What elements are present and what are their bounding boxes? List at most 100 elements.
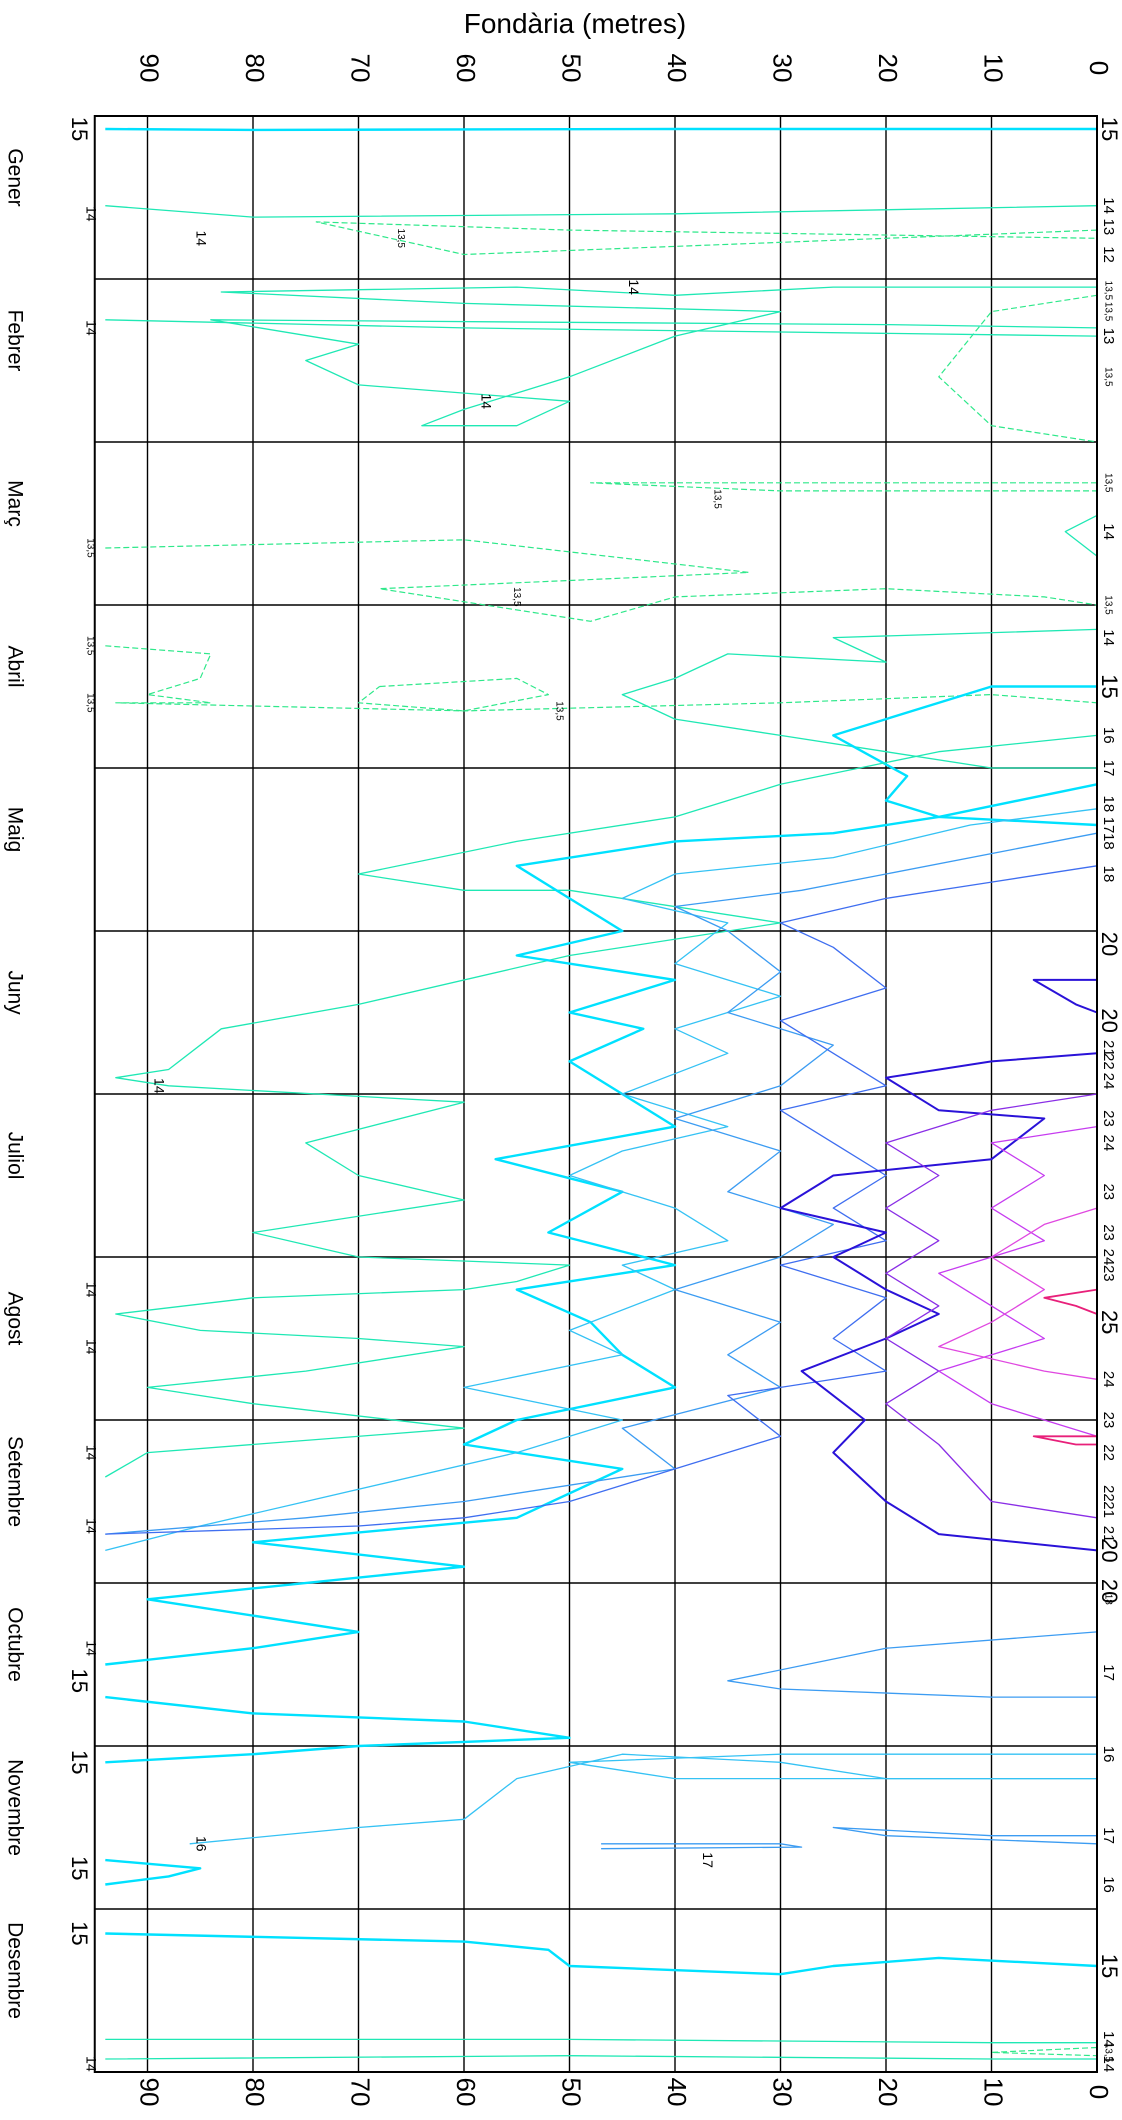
contour-label-surface: 24 bbox=[1100, 1249, 1117, 1266]
depth-tick-label-bottom: 90 bbox=[135, 2078, 165, 2107]
depth-tick-label-top: 0 bbox=[1084, 61, 1114, 75]
depth-tick-label-bottom: 60 bbox=[451, 2078, 481, 2107]
isotherm-13_5 bbox=[357, 677, 549, 712]
isotherm-14 bbox=[621, 628, 1098, 769]
contour-label-surface: 13 bbox=[1100, 218, 1117, 235]
isotherm-14 bbox=[105, 2038, 1097, 2044]
y-axis-title: Fondària (metres) bbox=[464, 8, 687, 39]
contour-label-surface: 17 bbox=[1100, 760, 1117, 777]
axes-group: 0 0 10 10 20 20 30 30 40 40 50 50 60 60 70 70 80 80 90 90 Ge… bbox=[3, 54, 1114, 2107]
depth-tick-label-bottom: 50 bbox=[557, 2078, 587, 2107]
isotherm-13_5 bbox=[990, 2046, 1098, 2057]
contour-label-surface: 14 bbox=[1100, 629, 1117, 646]
isotherm-15 bbox=[832, 685, 1098, 827]
contour-label-surface: 13,5 bbox=[1102, 595, 1113, 615]
contour-label-inner: 13,5 bbox=[553, 701, 564, 721]
isotherm-17 bbox=[727, 1631, 1098, 1698]
contour-label-surface: 23 bbox=[1100, 1183, 1117, 1200]
depth-tick-label-bottom: 80 bbox=[240, 2078, 270, 2107]
contour-label-surface: 14 bbox=[1100, 2056, 1117, 2073]
isotherm-20 bbox=[779, 1052, 1098, 1552]
isotherm-14 bbox=[1064, 514, 1098, 557]
contour-label-deep: 14 bbox=[83, 320, 99, 336]
contour-label-deep: 14 bbox=[83, 1518, 99, 1534]
month-label: Maig bbox=[3, 807, 26, 853]
isotherm-15 bbox=[105, 783, 1098, 1666]
depth-tick-label-bottom: 40 bbox=[662, 2078, 692, 2107]
contour-label-surface: 24 bbox=[1100, 1073, 1117, 1090]
contour-label-deep: 13,5 bbox=[84, 693, 95, 713]
contour-label-surface: 23 bbox=[1100, 1265, 1117, 1282]
month-label: Octubre bbox=[3, 1607, 26, 1682]
depth-tick-label-bottom: 20 bbox=[873, 2078, 903, 2107]
isotherm-20 bbox=[1032, 978, 1098, 1014]
contour-label-surface: 21 bbox=[1100, 1526, 1117, 1543]
isotherm-23 bbox=[938, 1125, 1098, 1437]
isotherm-15 bbox=[105, 1858, 202, 1886]
isotherm-13_5 bbox=[590, 482, 1097, 492]
month-label: Novembre bbox=[3, 1759, 26, 1856]
contour-label-surface: 23 bbox=[1100, 1412, 1117, 1429]
contour-label-deep: 14 bbox=[83, 1445, 99, 1461]
contour-label-deep: 13,5 bbox=[84, 636, 95, 656]
contour-label-surface: 12 bbox=[1100, 246, 1117, 263]
contour-label-deep: 15 bbox=[67, 117, 92, 141]
contour-label-inner: 13,5 bbox=[511, 587, 522, 607]
isotherm-15 bbox=[105, 1695, 571, 1764]
depth-tick-label-bottom: 30 bbox=[768, 2078, 798, 2107]
contour-label-surface: 17 bbox=[1100, 1827, 1117, 1844]
isotherm-17 bbox=[105, 832, 1098, 1535]
contour-label-deep: 14 bbox=[83, 206, 99, 222]
depth-tick-label-top: 10 bbox=[979, 54, 1009, 83]
contour-label-deep: 14 bbox=[83, 1282, 99, 1298]
contour-label-inner: 14 bbox=[151, 1078, 167, 1094]
contour-label-inner: 13,5 bbox=[712, 489, 723, 509]
contour-label-inner: 14 bbox=[194, 230, 210, 246]
contour-label-surface: 18 bbox=[1100, 866, 1117, 883]
month-label: Abril bbox=[3, 645, 26, 687]
contour-label-inner: 14 bbox=[478, 393, 494, 409]
depth-tick-label-top: 60 bbox=[451, 54, 481, 83]
isotherm-15 bbox=[105, 1932, 1098, 1976]
isotherm-25 bbox=[1043, 1288, 1098, 1315]
month-label: Desembre bbox=[3, 1922, 26, 2019]
isotherm-22 bbox=[885, 1093, 1098, 1519]
depth-tick-label-top: 80 bbox=[240, 54, 270, 83]
contour-label-surface: 18 bbox=[1100, 833, 1117, 850]
depth-tick-label-bottom: 70 bbox=[346, 2078, 376, 2107]
contour-label-deep: 15 bbox=[67, 1750, 92, 1774]
contour-label-surface: 14 bbox=[1100, 197, 1117, 214]
isotherm-16 bbox=[105, 808, 1098, 1552]
depth-tick-label-top: 50 bbox=[557, 54, 587, 83]
contour-label-surface: 20 bbox=[1097, 1008, 1122, 1032]
contour-label-deep: 14 bbox=[83, 2056, 99, 2072]
isotherm-16 bbox=[189, 1753, 1097, 1845]
month-label: Agost bbox=[3, 1292, 26, 1346]
contour-label-surface: 20 bbox=[1097, 1579, 1122, 1603]
isotherm-14 bbox=[105, 205, 1098, 218]
isotherm-16 bbox=[568, 1753, 1097, 1780]
contour-label-deep: 15 bbox=[67, 1856, 92, 1880]
contour-label-surface: 17 bbox=[1100, 817, 1117, 834]
month-label: Febrer bbox=[3, 310, 26, 372]
contour-label-deep: 13,5 bbox=[84, 538, 95, 558]
depth-tick-label-bottom: 0 bbox=[1084, 2085, 1114, 2099]
contour-label-surface: 13,5 bbox=[1102, 367, 1113, 387]
depth-tick-label-top: 20 bbox=[873, 54, 903, 83]
contour-label-deep: 14 bbox=[83, 1640, 99, 1656]
isotherm-15 bbox=[105, 127, 1097, 132]
contour-label-surface: 16 bbox=[1100, 1746, 1117, 1763]
contour-label-surface: 16 bbox=[1100, 727, 1117, 744]
contour-label-surface: 15 bbox=[1097, 117, 1122, 141]
contour-label-surface: 24 bbox=[1100, 1135, 1117, 1152]
label-group: 1514131213,513,51313,513,51413,514151617… bbox=[67, 117, 1122, 2072]
isotherm-13_5 bbox=[105, 645, 1098, 712]
contour-label-surface: 22 bbox=[1100, 1485, 1117, 1502]
contour-label-surface: 22 bbox=[1100, 1053, 1117, 1070]
contour-label-surface: 16 bbox=[1100, 1876, 1117, 1893]
isotherm-14 bbox=[104, 734, 1098, 1478]
isotherm-13_5 bbox=[105, 539, 1098, 622]
series-group bbox=[104, 127, 1098, 2060]
contour-label-surface: 24 bbox=[1100, 1371, 1117, 1388]
isotherm-17 bbox=[601, 1843, 803, 1850]
